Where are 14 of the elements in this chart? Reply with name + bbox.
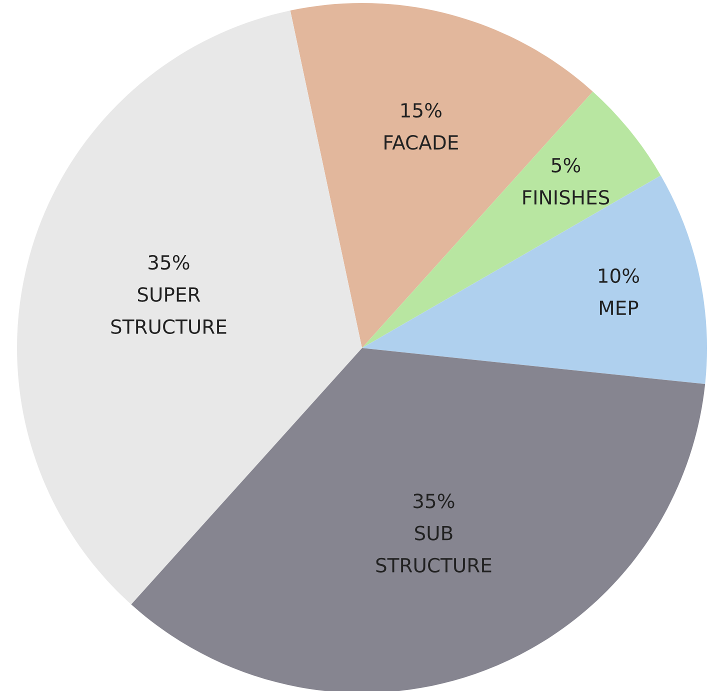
pie-slice (362, 92, 661, 348)
data-label: 10% (598, 268, 640, 284)
data-label: 35% (148, 255, 190, 270)
slice-label: FACADE (384, 135, 458, 150)
pie-slice (131, 348, 706, 691)
data-label: 5% (552, 158, 580, 173)
slice-label: MEP (600, 300, 638, 315)
slice-label: SUB STRUCTURE (376, 526, 492, 573)
slice-label: SUPER STRUCTURE (111, 287, 226, 334)
slice-label: FINISHES (523, 190, 610, 205)
data-label: 15% (401, 102, 442, 118)
pie-slice (17, 10, 362, 604)
data-label: 35% (414, 494, 454, 508)
pie-slice (362, 176, 707, 384)
